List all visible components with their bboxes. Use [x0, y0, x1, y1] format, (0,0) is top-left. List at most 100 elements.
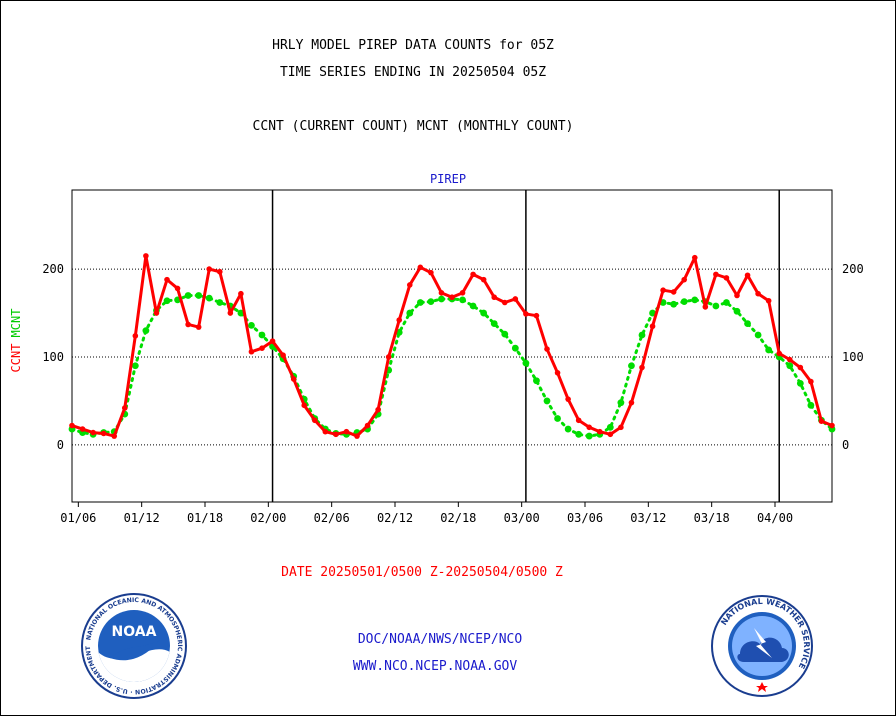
- x-tick-label: 01/18: [187, 511, 223, 525]
- data-point-ccnt: [153, 310, 160, 316]
- data-point-ccnt: [111, 433, 118, 439]
- data-point-mcnt: [796, 379, 804, 387]
- data-point-ccnt: [301, 402, 308, 409]
- x-tick-label: 04/00: [757, 511, 793, 525]
- data-point-ccnt: [216, 268, 223, 275]
- data-point-ccnt: [596, 428, 603, 435]
- data-point-ccnt: [132, 333, 139, 339]
- data-point-ccnt: [618, 424, 624, 431]
- x-tick-label: 02/12: [377, 511, 413, 525]
- data-point-mcnt: [131, 362, 139, 370]
- data-point-ccnt: [259, 345, 265, 351]
- x-tick-label: 01/06: [60, 511, 96, 525]
- data-point-ccnt: [449, 294, 455, 301]
- data-point-ccnt: [470, 271, 476, 278]
- data-point-mcnt: [511, 344, 519, 352]
- data-point-mcnt: [216, 299, 224, 306]
- data-point-ccnt: [480, 276, 487, 283]
- y-tick-label-left: 0: [57, 438, 64, 452]
- data-point-mcnt: [554, 415, 561, 422]
- data-point-ccnt: [797, 364, 804, 371]
- data-point-ccnt: [385, 354, 392, 360]
- plot-area: [71, 189, 833, 503]
- data-point-mcnt: [765, 346, 773, 354]
- data-point-mcnt: [786, 362, 794, 370]
- data-point-mcnt: [617, 399, 625, 407]
- data-point-ccnt: [343, 428, 350, 435]
- data-point-mcnt: [533, 377, 540, 385]
- y-tick-label-right: 0: [842, 438, 849, 452]
- data-point-mcnt: [438, 295, 445, 303]
- data-point-ccnt: [734, 292, 740, 299]
- data-point-ccnt: [354, 433, 360, 439]
- data-point-ccnt: [364, 422, 371, 429]
- data-point-mcnt: [258, 331, 266, 339]
- data-point-ccnt: [290, 376, 297, 382]
- data-point-ccnt: [280, 352, 286, 359]
- data-point-mcnt: [628, 362, 635, 370]
- data-point-ccnt: [586, 424, 593, 431]
- y-tick-label-right: 200: [842, 262, 864, 276]
- data-point-ccnt: [375, 406, 381, 413]
- data-point-mcnt: [459, 296, 466, 304]
- data-point-ccnt: [744, 272, 751, 279]
- data-point-ccnt: [311, 417, 318, 424]
- data-point-mcnt: [163, 297, 171, 305]
- data-point-ccnt: [406, 282, 413, 288]
- data-point-ccnt: [691, 254, 698, 261]
- plot-label: PIREP: [429, 172, 467, 186]
- data-point-mcnt: [469, 302, 477, 310]
- date-range: DATE 20250501/0500 Z-20250504/0500 Z: [281, 565, 563, 580]
- data-point-ccnt: [765, 297, 772, 304]
- noaa-logo: NOAA NATIONAL OCEANIC AND ATMOSPHERIC AD…: [80, 592, 187, 699]
- data-point-ccnt: [90, 429, 96, 436]
- data-point-mcnt: [406, 309, 414, 317]
- data-point-mcnt: [575, 430, 583, 438]
- data-point-mcnt: [723, 299, 730, 306]
- x-tick-label: 03/06: [567, 511, 603, 525]
- data-point-ccnt: [713, 271, 719, 278]
- y-tick-label-right: 100: [842, 350, 864, 364]
- x-tick-label: 03/18: [694, 511, 730, 525]
- data-point-mcnt: [184, 292, 192, 299]
- series-line-ccnt: [71, 254, 833, 438]
- data-point-mcnt: [501, 330, 509, 338]
- data-point-mcnt: [691, 296, 699, 304]
- y-tick-label-left: 100: [42, 350, 64, 364]
- data-point-ccnt: [649, 323, 656, 330]
- data-point-ccnt: [333, 431, 339, 438]
- x-tick-label: 02/18: [440, 511, 476, 525]
- data-point-ccnt: [491, 294, 498, 301]
- data-point-ccnt: [681, 276, 688, 283]
- data-point-ccnt: [227, 310, 234, 316]
- data-point-ccnt: [628, 399, 635, 406]
- data-point-mcnt: [490, 320, 498, 327]
- data-point-mcnt: [670, 300, 678, 308]
- data-point-mcnt: [427, 298, 435, 306]
- data-point-ccnt: [195, 324, 202, 330]
- x-tick-label: 02/06: [314, 511, 350, 525]
- data-point-ccnt: [660, 287, 666, 293]
- data-point-mcnt: [564, 425, 572, 433]
- data-point-ccnt: [818, 418, 825, 424]
- data-point-ccnt: [69, 422, 75, 429]
- data-point-ccnt: [206, 266, 213, 272]
- data-point-ccnt: [565, 396, 571, 402]
- data-point-ccnt: [248, 348, 255, 355]
- data-point-mcnt: [248, 321, 255, 329]
- data-point-mcnt: [522, 359, 530, 367]
- x-tick-label: 02/00: [250, 511, 286, 525]
- data-point-ccnt: [417, 264, 424, 271]
- data-point-ccnt: [269, 338, 276, 344]
- data-point-ccnt: [544, 346, 550, 352]
- data-point-mcnt: [142, 327, 150, 335]
- noaa-logo-text: NOAA: [112, 624, 157, 640]
- data-point-ccnt: [185, 321, 191, 328]
- data-point-ccnt: [121, 405, 128, 411]
- x-tick-label: 03/00: [504, 511, 540, 525]
- data-point-ccnt: [723, 275, 730, 281]
- data-point-ccnt: [512, 296, 519, 302]
- data-point-mcnt: [754, 331, 762, 339]
- x-tick-label: 03/12: [630, 511, 666, 525]
- data-point-ccnt: [808, 378, 814, 385]
